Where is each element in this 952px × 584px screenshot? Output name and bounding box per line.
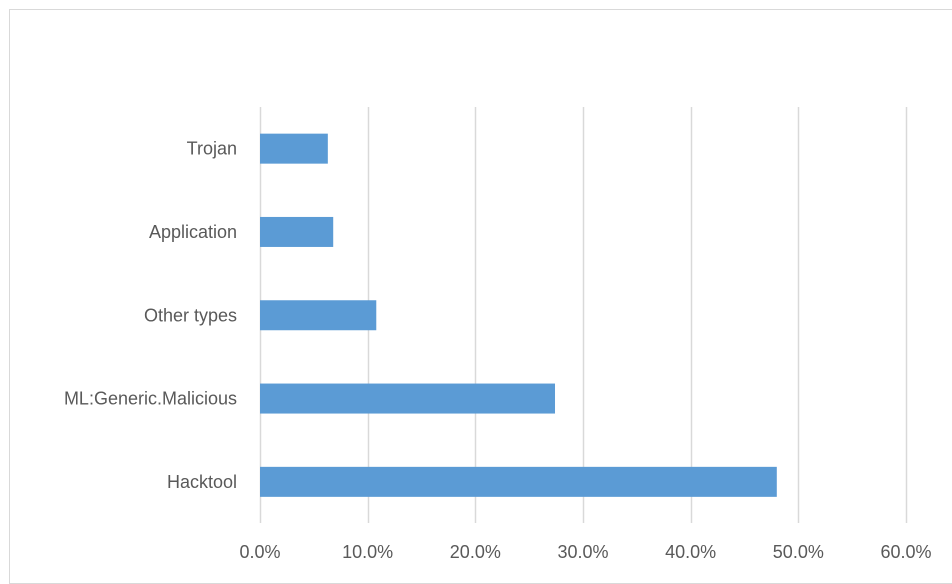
x-tick-label: 30.0% bbox=[557, 542, 608, 562]
bar-trojan bbox=[260, 133, 328, 164]
category-label: ML:Generic.Malicious bbox=[64, 389, 237, 409]
bar-ml-generic-malicious bbox=[260, 383, 556, 414]
bar-hacktool bbox=[260, 466, 777, 497]
x-tick-label: 50.0% bbox=[773, 542, 824, 562]
category-label: Trojan bbox=[187, 139, 237, 159]
category-label: Application bbox=[149, 222, 237, 242]
x-tick-label: 10.0% bbox=[342, 542, 393, 562]
bar-application bbox=[260, 216, 334, 247]
x-tick-label: 20.0% bbox=[450, 542, 501, 562]
x-tick-label: 40.0% bbox=[665, 542, 716, 562]
category-label: Hacktool bbox=[167, 472, 237, 492]
category-label: Other types bbox=[144, 305, 237, 325]
category-labels: Trojan Application Other types ML:Generic.M… bbox=[64, 139, 237, 492]
bar-other-types bbox=[260, 300, 377, 331]
x-axis-tick-labels: 0.0% 10.0% 20.0% 30.0% 40.0% 50.0% 60.0% bbox=[239, 542, 931, 562]
x-tick-label: 60.0% bbox=[880, 542, 931, 562]
bars bbox=[260, 133, 777, 497]
x-tick-label: 0.0% bbox=[239, 542, 280, 562]
